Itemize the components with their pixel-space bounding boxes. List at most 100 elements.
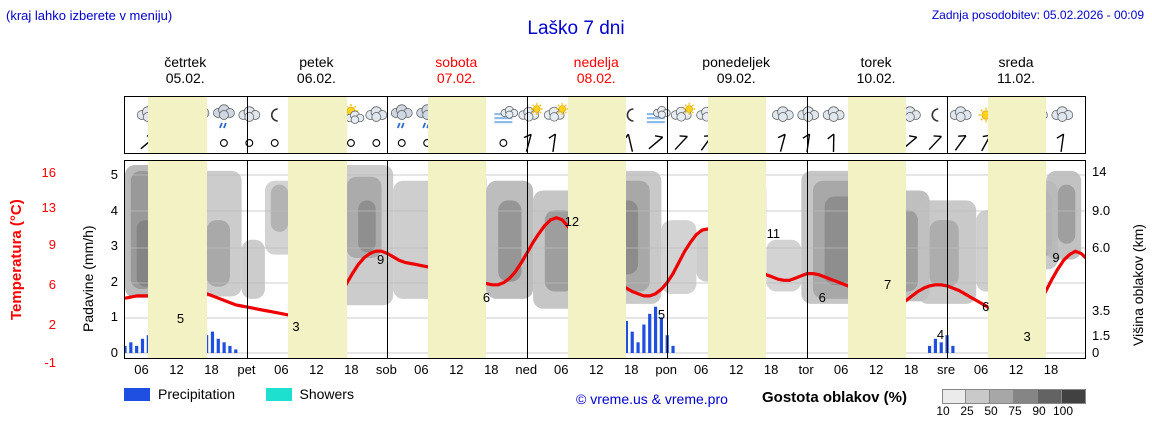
daylight-band — [148, 97, 207, 153]
time-tick: 18 — [204, 362, 219, 377]
day-weekday: četrtek — [164, 54, 207, 70]
density-level-label: 50 — [984, 404, 998, 418]
showers-swatch — [265, 387, 292, 401]
day-separator — [527, 97, 529, 153]
wind-barb-icon — [674, 135, 688, 151]
day-separator — [947, 161, 949, 358]
legend-precipitation-label: Precipitation — [158, 386, 236, 402]
temperature-label: 5 — [176, 311, 185, 327]
temperature-label: 3 — [1023, 329, 1031, 345]
wind-barb-icon — [1056, 133, 1065, 153]
time-tick: pet — [237, 362, 256, 377]
time-tick: 18 — [344, 362, 359, 377]
wind-barb-icon — [777, 133, 786, 152]
temperature-label: 7 — [883, 277, 892, 293]
day-separator — [387, 161, 389, 358]
precipitation-bar — [228, 345, 232, 353]
wind-barb-icon — [548, 133, 557, 153]
time-tick: 06 — [973, 362, 989, 377]
cloud-density-blob — [1057, 184, 1076, 244]
precipitation-bar — [210, 331, 215, 353]
time-tick: 12 — [728, 362, 744, 377]
chart-legend: Precipitation Showers — [124, 386, 624, 412]
day-weekday: petek — [299, 54, 334, 70]
precip-tick: 4 — [110, 202, 118, 218]
time-tick: 18 — [903, 362, 919, 377]
precip-tick: 5 — [110, 167, 118, 182]
time-tick: 06 — [693, 362, 709, 377]
sun-icon — [556, 103, 569, 115]
precipitation-bar — [216, 338, 220, 353]
precipitation-bar — [636, 342, 640, 353]
cloud-icon — [238, 106, 261, 122]
precipitation-bar — [630, 331, 634, 353]
temperature-label: 9 — [377, 251, 385, 267]
day-date: 08.02. — [576, 70, 616, 86]
weather-symbol-band — [124, 96, 1086, 154]
time-tick: 06 — [833, 362, 849, 377]
day-header-2: petek 06.02. — [246, 54, 386, 86]
wind-barb-icon — [523, 133, 532, 152]
precipitation-bar — [927, 345, 932, 353]
credit-link[interactable]: © vreme.us & vreme.pro — [576, 391, 728, 407]
wind-barb-icon — [802, 133, 811, 153]
temperature-label: 6 — [982, 299, 990, 315]
wind-calm-icon — [372, 139, 381, 147]
cloud-icon — [518, 106, 540, 122]
forecast-chart — [124, 160, 1086, 359]
cloud-density-blob — [498, 200, 522, 282]
density-cell — [942, 389, 966, 404]
wind-calm-icon — [499, 139, 508, 147]
day-date: 06.02. — [296, 70, 336, 86]
density-level-label: 75 — [1008, 404, 1022, 418]
temperature-label: 6 — [482, 290, 491, 306]
temperature-label: 3 — [292, 319, 300, 335]
time-tick: 06 — [554, 362, 569, 377]
time-tick: 18 — [624, 362, 639, 377]
time-tick: 06 — [134, 362, 149, 377]
day-date: 11.02. — [997, 70, 1035, 86]
time-tick: ned — [515, 362, 538, 377]
precipitation-bar — [129, 342, 133, 353]
time-tick: 12 — [589, 362, 604, 377]
moon-icon — [626, 108, 634, 122]
rain-icon — [396, 122, 405, 129]
day-weekday: sobota — [435, 54, 478, 70]
time-tick: 12 — [309, 362, 324, 377]
wind-calm-icon — [245, 139, 254, 147]
daylight-band — [987, 97, 1047, 153]
daylight-band — [708, 97, 767, 153]
day-weekday: ponedeljek — [702, 54, 771, 70]
temp-tick: 6 — [48, 277, 56, 292]
place-selection-note: (kraj lahko izberete v meniju) — [6, 8, 173, 23]
precipitation-bar — [222, 342, 226, 353]
cloud-density-title: Gostota oblakov (%) — [762, 389, 908, 406]
cloud-icon — [390, 104, 413, 120]
wind-barb-icon — [827, 133, 835, 153]
cloud-tick: 9.0 — [1092, 203, 1111, 218]
time-tick: 12 — [868, 362, 884, 377]
day-separator — [387, 97, 389, 153]
cloud-density-blob — [766, 239, 802, 292]
cloud-icon — [653, 106, 671, 119]
wind-calm-icon — [270, 139, 279, 147]
time-tick: 18 — [484, 362, 499, 377]
daylight-band — [428, 97, 487, 153]
precipitation-bar — [140, 338, 145, 353]
density-cell — [1014, 389, 1038, 404]
moon-icon — [270, 108, 278, 122]
temperature-label: 9 — [1052, 249, 1060, 265]
day-weekday: sreda — [998, 54, 1034, 70]
cloud-icon — [365, 106, 388, 122]
time-tick: 18 — [1043, 362, 1059, 377]
moon-icon — [931, 108, 939, 122]
time-tick: 18 — [763, 362, 779, 377]
daylight-band — [148, 161, 207, 358]
temperature-label: 11 — [766, 225, 781, 241]
page-title: Laško 7 dni — [527, 18, 625, 39]
daylight-band — [428, 161, 487, 358]
precipitation-bar — [135, 345, 139, 353]
cloud-tick: 6.0 — [1092, 240, 1111, 255]
cloud-density-scale: 10 25 50 75 90 100 — [936, 389, 1086, 418]
daylight-band — [847, 161, 907, 358]
